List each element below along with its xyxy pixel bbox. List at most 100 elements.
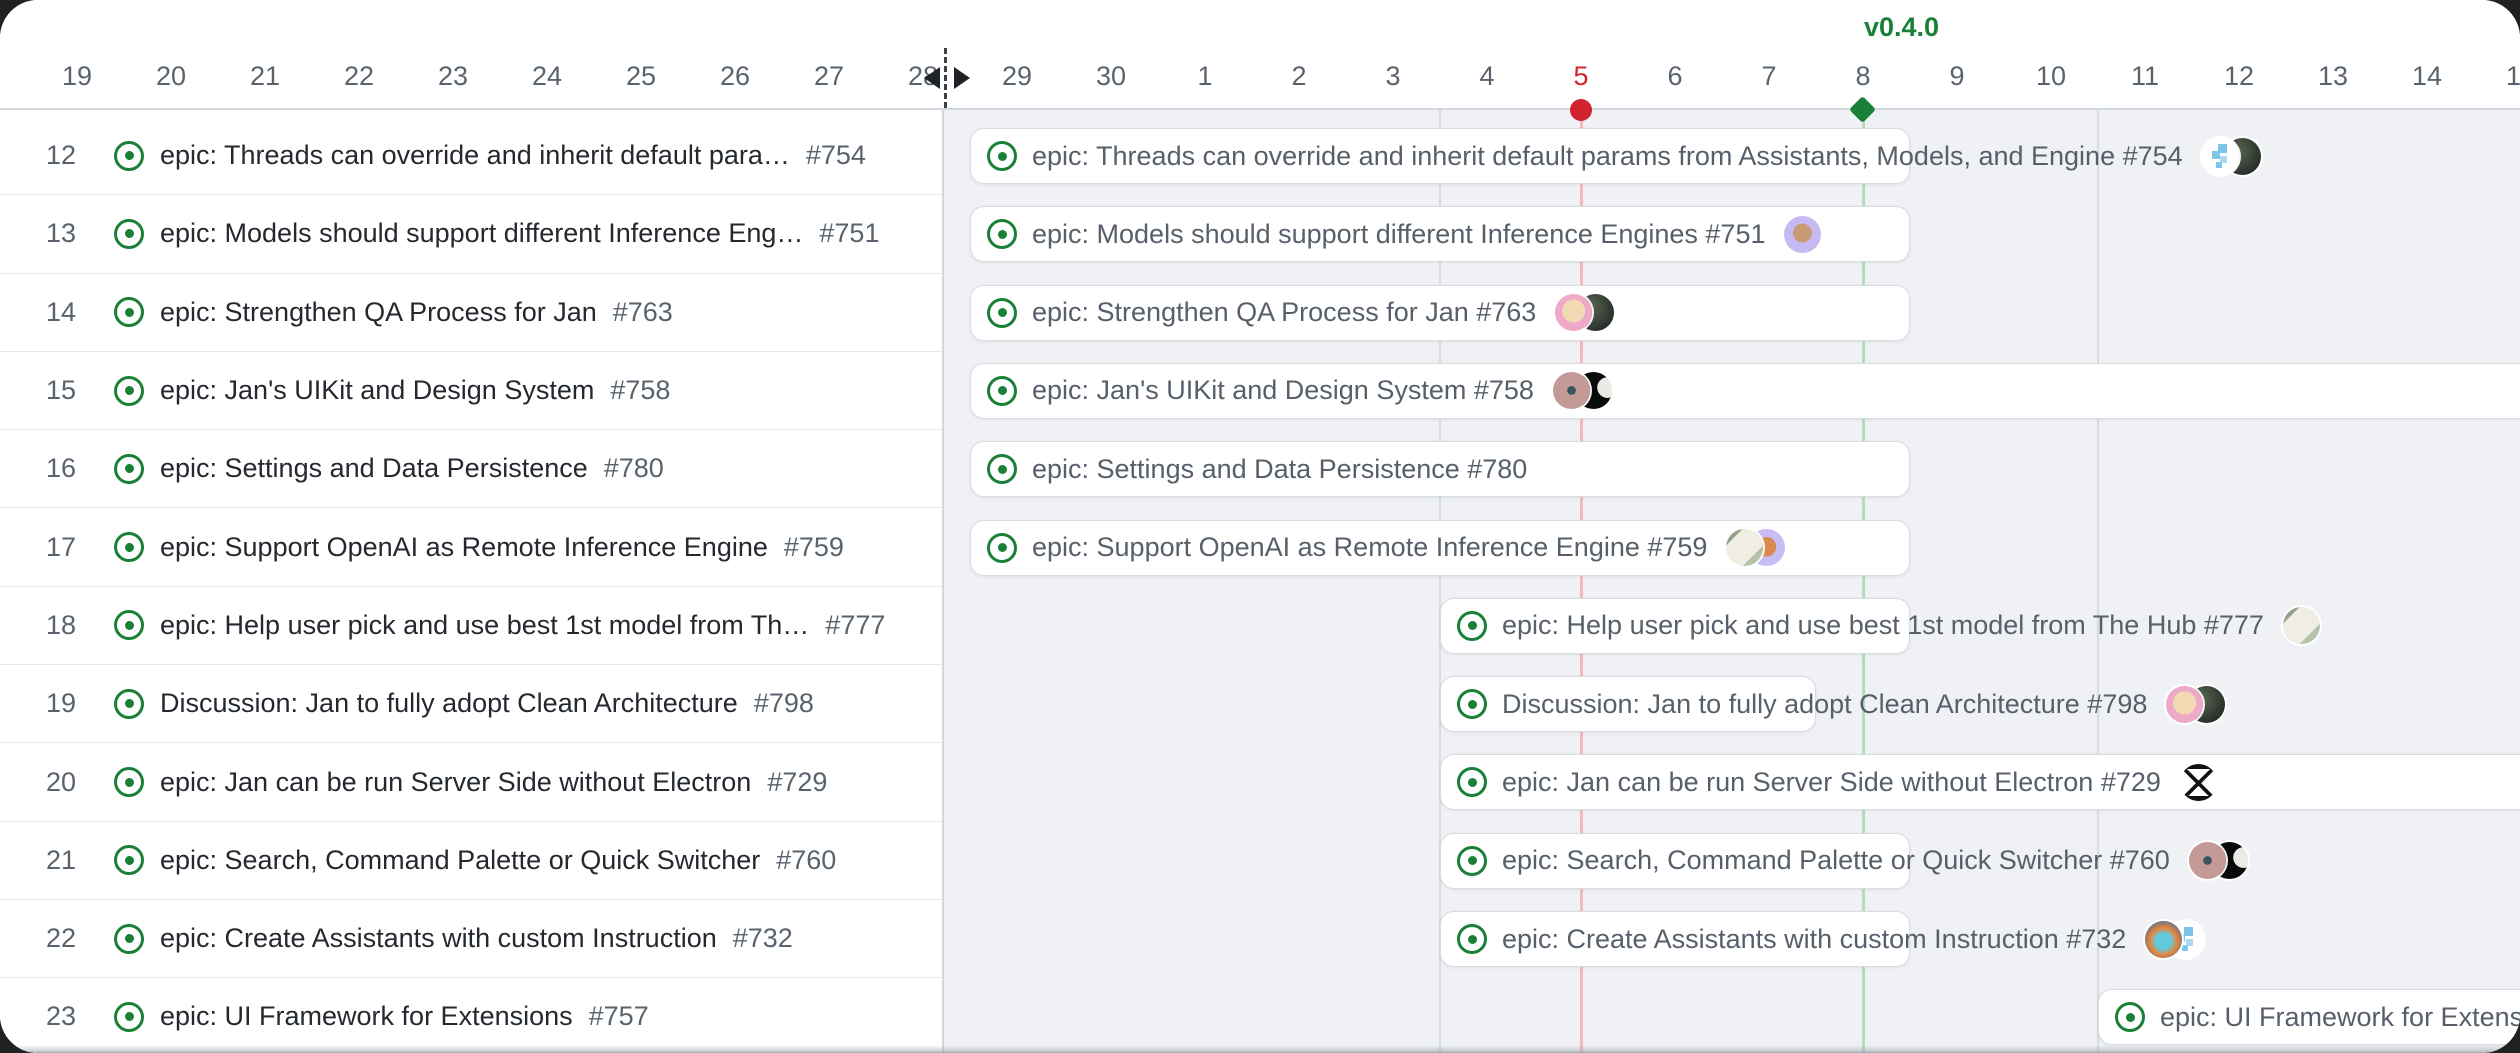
assignee-avatars	[2166, 685, 2226, 723]
day-label-19: 19	[61, 61, 93, 91]
avatar-rose-eye-icon	[1552, 372, 1590, 410]
issue-title[interactable]: epic: Threads can override and inherit d…	[160, 140, 790, 171]
open-issue-icon	[114, 140, 144, 171]
timeline-bar-pill[interactable]	[1440, 832, 1910, 889]
timeline-bar-pill[interactable]	[970, 128, 1910, 184]
assignee-avatars	[1555, 294, 1615, 332]
open-issue-icon	[1457, 610, 1487, 641]
timeline-bar-pill[interactable]	[2098, 989, 2520, 1046]
open-issue-icon	[114, 375, 144, 406]
issue-id: #757	[588, 1001, 649, 1032]
day-label-1: 1	[1197, 61, 1213, 91]
day-label-12: 12	[2223, 61, 2255, 91]
milestone-line	[1861, 110, 1865, 1053]
table-row-15[interactable]: 15 epic: Jan's UIKit and Design System #…	[0, 351, 942, 431]
table-row-16[interactable]: 16 epic: Settings and Data Persistence #…	[0, 430, 942, 509]
issue-title[interactable]: epic: Help user pick and use best 1st mo…	[160, 609, 810, 640]
open-issue-icon	[114, 688, 144, 719]
issue-title[interactable]: epic: Support OpenAI as Remote Inference…	[160, 531, 768, 562]
today-marker-dot[interactable]	[1570, 99, 1592, 121]
timeline-bar-19[interactable]: Discussion: Jan to fully adopt Clean Arc…	[1440, 676, 2226, 733]
day-label-27: 27	[813, 61, 845, 91]
bar-issue-title: epic: Search, Command Palette or Quick S…	[1502, 845, 2170, 876]
day-label-20: 20	[155, 61, 187, 91]
table-row-18[interactable]: 18 epic: Help user pick and use best 1st…	[0, 586, 942, 666]
open-issue-icon	[987, 141, 1017, 171]
issue-title[interactable]: epic: Jan can be run Server Side without…	[160, 766, 752, 797]
assignee-avatars	[1726, 529, 1786, 566]
timeline-bar-pill[interactable]	[970, 206, 1910, 263]
day-label-2: 2	[1291, 61, 1307, 91]
day-label-6: 6	[1667, 61, 1683, 91]
table-row-23[interactable]: 23 epic: UI Framework for Extensions #75…	[0, 978, 942, 1053]
issue-title[interactable]: epic: Strengthen QA Process for Jan	[160, 296, 597, 327]
day-label-24: 24	[531, 61, 563, 91]
day-label-23: 23	[437, 61, 469, 91]
avatar-white-cat-icon	[1726, 529, 1764, 566]
issue-title[interactable]: epic: UI Framework for Extensions	[160, 1001, 573, 1032]
pane-resize-cursor-icon[interactable]	[924, 48, 970, 108]
row-number: 15	[45, 375, 76, 406]
timeline-bar-22[interactable]: epic: Create Assistants with custom Inst…	[1440, 911, 2205, 967]
timeline-bar-pill[interactable]	[970, 441, 1910, 498]
issue-title[interactable]: epic: Models should support different In…	[160, 218, 804, 249]
timeline-bar-pill[interactable]	[1440, 676, 1816, 733]
timeline-bar-20[interactable]: epic: Jan can be run Server Side without…	[1440, 754, 2520, 811]
issue-title[interactable]: epic: Search, Command Palette or Quick S…	[160, 844, 761, 875]
issue-id: #798	[753, 688, 814, 719]
timeline-bar-18[interactable]: epic: Help user pick and use best 1st mo…	[1440, 597, 2320, 654]
timeline-bar-12[interactable]: epic: Threads can override and inherit d…	[970, 128, 2261, 184]
table-row-21[interactable]: 21 epic: Search, Command Palette or Quic…	[0, 821, 942, 900]
issue-id: #751	[819, 218, 880, 249]
table-row-19[interactable]: 19 Discussion: Jan to fully adopt Clean …	[0, 665, 942, 744]
day-label-26: 26	[719, 61, 751, 91]
day-label-7: 7	[1761, 61, 1777, 91]
timeline-bar-17[interactable]: epic: Support OpenAI as Remote Inference…	[970, 519, 1910, 576]
table-row-20[interactable]: 20 epic: Jan can be run Server Side with…	[0, 743, 942, 822]
bar-issue-title: epic: Create Assistants with custom Inst…	[1502, 923, 2127, 954]
timeline-bar-14[interactable]: epic: Strengthen QA Process for Jan #763	[970, 284, 1910, 341]
timeline-bar-21[interactable]: epic: Search, Command Palette or Quick S…	[1440, 832, 2248, 889]
issue-title[interactable]: epic: Create Assistants with custom Inst…	[160, 923, 717, 954]
bar-issue-title: epic: Help user pick and use best 1st mo…	[1502, 610, 2264, 641]
row-number: 21	[45, 844, 76, 875]
table-row-13[interactable]: 13 epic: Models should support different…	[0, 195, 942, 274]
timeline-bar-pill[interactable]	[1440, 754, 2520, 811]
milestone-label[interactable]: v0.4.0	[1864, 12, 1940, 42]
day-label-13: 13	[2317, 61, 2349, 91]
table-row-14[interactable]: 14 epic: Strengthen QA Process for Jan #…	[0, 273, 942, 352]
bar-issue-title: epic: Strengthen QA Process for Jan #763	[1032, 297, 1537, 328]
row-number: 14	[45, 296, 76, 327]
timeline-bar-23[interactable]: epic: UI Framework for Extensions #757	[2098, 989, 2520, 1046]
table-row-22[interactable]: 22 epic: Create Assistants with custom I…	[0, 899, 942, 979]
timeline-bar-pill[interactable]	[970, 284, 1910, 341]
day-label-11: 11	[2130, 61, 2160, 91]
assignee-avatars	[2188, 842, 2248, 880]
timeline-bar-13[interactable]: epic: Models should support different In…	[970, 206, 1910, 263]
day-label-9: 9	[1949, 61, 1965, 91]
table-row-12[interactable]: 12 epic: Threads can override and inheri…	[0, 117, 942, 196]
assignee-avatars	[1784, 215, 1822, 253]
timeline-bar-pill[interactable]	[1440, 597, 1910, 654]
avatar-jan-pixel-icon	[2201, 137, 2239, 175]
issue-title[interactable]: epic: Settings and Data Persistence	[160, 453, 588, 484]
issue-title[interactable]: Discussion: Jan to fully adopt Clean Arc…	[160, 688, 738, 719]
week-gridline	[1439, 110, 1441, 1053]
row-number: 23	[45, 1001, 76, 1032]
date-header[interactable]: v0.4.0 19 20 21 22 23 24 25 26 27 28 29 30 1 2 3 4 5 6 7 8 9…	[0, 0, 2520, 110]
bar-issue-title: epic: UI Framework for Extensions #757	[2160, 1001, 2520, 1032]
row-number: 18	[45, 609, 76, 640]
open-issue-icon	[114, 218, 144, 249]
table-row-17[interactable]: 17 epic: Support OpenAI as Remote Infere…	[0, 508, 942, 587]
bar-issue-title: epic: Models should support different In…	[1032, 218, 1766, 249]
timeline-bar-pill[interactable]	[1440, 911, 1910, 967]
open-issue-icon	[114, 1001, 144, 1032]
timeline-bar-pill[interactable]	[970, 362, 2520, 419]
timeline-bar-16[interactable]: epic: Settings and Data Persistence #780	[970, 441, 1910, 498]
week-gridline	[2097, 110, 2099, 1053]
timeline-bar-15[interactable]: epic: Jan's UIKit and Design System #758	[970, 362, 2520, 419]
issue-title[interactable]: epic: Jan's UIKit and Design System	[160, 375, 595, 406]
resize-arrow-right-icon	[954, 67, 970, 89]
open-issue-icon	[114, 767, 144, 798]
open-issue-icon	[2115, 1002, 2145, 1033]
